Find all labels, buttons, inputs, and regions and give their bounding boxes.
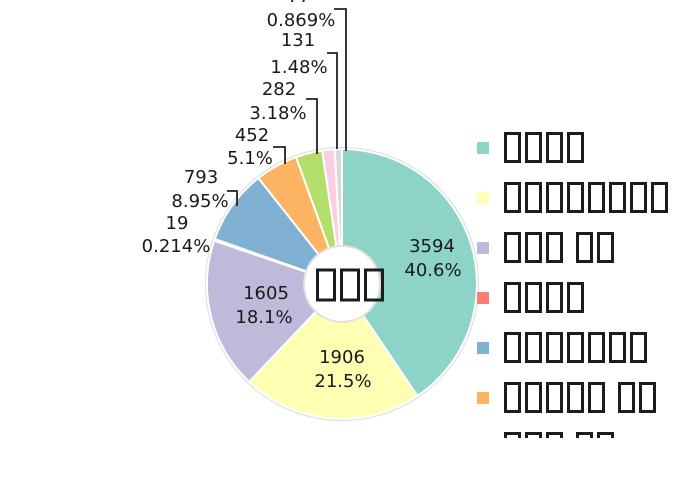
missing-glyph-box bbox=[576, 432, 593, 438]
legend-item-6 bbox=[477, 432, 618, 438]
legend-label bbox=[504, 332, 651, 363]
legend-swatch bbox=[477, 191, 489, 204]
missing-glyph-box bbox=[504, 232, 521, 263]
missing-glyph-box bbox=[525, 232, 542, 263]
leader-line-5 bbox=[273, 146, 286, 164]
missing-glyph-box bbox=[588, 182, 605, 213]
legend bbox=[477, 122, 697, 438]
missing-glyph-box bbox=[630, 182, 647, 213]
legend-swatch bbox=[477, 291, 489, 304]
missing-glyph-box bbox=[546, 332, 563, 363]
legend-label bbox=[504, 182, 672, 213]
legend-swatch bbox=[477, 141, 489, 154]
missing-glyph-box bbox=[588, 382, 605, 413]
missing-glyph-box bbox=[546, 232, 563, 263]
missing-glyph-box bbox=[597, 432, 614, 438]
missing-glyph-box bbox=[567, 332, 584, 363]
legend-item-3 bbox=[477, 282, 588, 313]
legend-swatch bbox=[477, 391, 489, 404]
missing-glyph-box bbox=[651, 182, 668, 213]
missing-glyph-box bbox=[576, 232, 593, 263]
pie-slice-0 bbox=[341, 148, 478, 397]
legend-label bbox=[504, 132, 588, 163]
legend-label bbox=[504, 432, 618, 438]
missing-glyph-box bbox=[597, 232, 614, 263]
missing-glyph-box bbox=[546, 282, 563, 313]
missing-glyph-box bbox=[546, 432, 563, 438]
missing-glyph-box bbox=[340, 268, 360, 302]
legend-item-1 bbox=[477, 182, 672, 213]
missing-glyph-box bbox=[525, 382, 542, 413]
missing-glyph-box bbox=[567, 182, 584, 213]
leader-line-6 bbox=[306, 98, 318, 154]
missing-glyph-box bbox=[567, 282, 584, 313]
pie-slice-1 bbox=[248, 283, 419, 420]
missing-glyph-box bbox=[504, 432, 521, 438]
missing-glyph-box bbox=[630, 332, 647, 363]
missing-glyph-box bbox=[546, 382, 563, 413]
missing-glyph-box bbox=[546, 182, 563, 213]
missing-glyph-box bbox=[546, 132, 563, 163]
missing-glyph-box bbox=[567, 382, 584, 413]
legend-swatch bbox=[477, 341, 489, 354]
missing-glyph-box bbox=[525, 182, 542, 213]
legend-swatch bbox=[477, 241, 489, 254]
leader-line-4 bbox=[227, 190, 238, 206]
missing-glyph-box bbox=[609, 332, 626, 363]
missing-glyph-box bbox=[504, 132, 521, 163]
missing-glyph-box bbox=[609, 182, 626, 213]
missing-glyph-box bbox=[504, 332, 521, 363]
missing-glyph-box bbox=[504, 282, 521, 313]
legend-item-0 bbox=[477, 132, 588, 163]
missing-glyph-box bbox=[525, 432, 542, 438]
legend-label bbox=[504, 232, 618, 263]
leader-line-7 bbox=[327, 52, 338, 149]
missing-glyph-box bbox=[639, 382, 656, 413]
missing-glyph-box bbox=[504, 182, 521, 213]
missing-glyph-box bbox=[525, 332, 542, 363]
legend-item-2 bbox=[477, 232, 618, 263]
missing-glyph-box bbox=[316, 268, 336, 302]
leader-line-8 bbox=[334, 8, 347, 151]
missing-glyph-box bbox=[618, 382, 635, 413]
missing-glyph-box bbox=[364, 268, 384, 302]
legend-item-4 bbox=[477, 332, 651, 363]
missing-glyph-box bbox=[525, 282, 542, 313]
legend-label bbox=[504, 282, 588, 313]
missing-glyph-box bbox=[567, 132, 584, 163]
donut-center-label bbox=[314, 268, 386, 302]
missing-glyph-box bbox=[525, 132, 542, 163]
legend-label bbox=[504, 382, 660, 413]
missing-glyph-box bbox=[504, 382, 521, 413]
missing-glyph-box bbox=[588, 332, 605, 363]
pie-outer-ring bbox=[204, 146, 480, 422]
legend-item-5 bbox=[477, 382, 660, 413]
